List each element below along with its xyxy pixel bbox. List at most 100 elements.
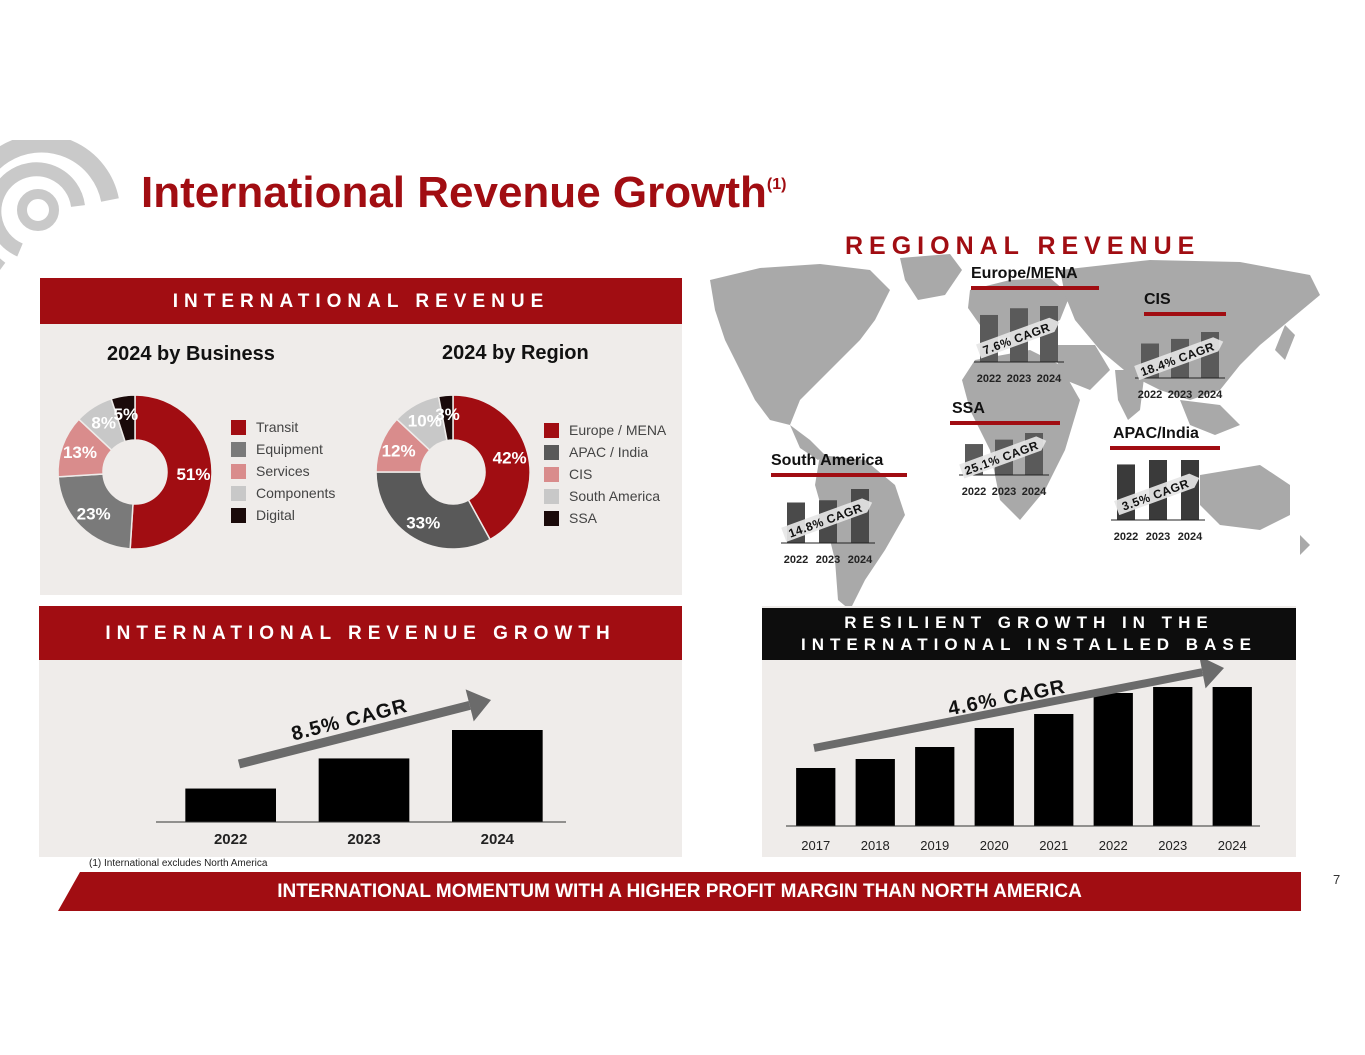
bar-2023 (1153, 687, 1193, 826)
donut-label: 12% (382, 441, 416, 460)
donut-label: 33% (406, 513, 440, 532)
legend-swatch (231, 463, 246, 479)
donut-slice-equipment (57, 473, 134, 550)
legend-swatch (231, 441, 246, 457)
legend-label: South America (569, 488, 661, 504)
region-underline (1144, 312, 1226, 316)
cagr-arrow (813, 668, 1204, 752)
donut-label: 8% (91, 414, 116, 433)
tick-label: 2024 (1178, 531, 1203, 543)
donut-slice-ssa (437, 394, 454, 442)
legend-label: Transit (256, 419, 299, 435)
legend-item: CIS (544, 463, 666, 485)
bar-2019 (915, 747, 955, 826)
bar-2024 (1212, 687, 1252, 826)
cagr-arrow (237, 701, 471, 769)
donut-label: 23% (77, 504, 111, 523)
title-footnote-marker: (1) (766, 176, 787, 193)
bar-2024 (452, 730, 543, 822)
tick-label: 2019 (920, 838, 949, 853)
legend-item: Europe / MENA (544, 419, 666, 441)
legend-item: SSA (544, 507, 666, 529)
legend-label: SSA (569, 510, 598, 526)
tick-label: 2023 (347, 831, 380, 848)
legend-swatch (544, 444, 559, 460)
bottom-banner-shape (58, 872, 1301, 911)
legend-item: APAC / India (544, 441, 666, 463)
tick-label: 2022 (1138, 389, 1162, 401)
donut-slice-europe-mena (452, 394, 531, 541)
donut-slice-apac-india (375, 471, 492, 550)
footnote: (1) International excludes North America (89, 858, 268, 869)
region-underline (1110, 446, 1220, 450)
region-legend: Europe / MENA APAC / India CIS South Americ… (544, 419, 666, 529)
tick-label: 2024 (1037, 373, 1062, 385)
region-title: APAC/India (1113, 425, 1199, 442)
installed-base-header-line1: RESILIENT GROWTH IN THE (844, 613, 1214, 632)
tick-label: 2024 (481, 831, 515, 848)
tick-label: 2021 (1039, 838, 1068, 853)
tick-label: 2024 (1022, 486, 1047, 498)
region-underline (971, 286, 1099, 290)
bar-2017 (796, 768, 836, 826)
tick-label: 2022 (784, 554, 808, 566)
legend-item: Equipment (231, 438, 335, 460)
donut-slice-transit (129, 394, 213, 550)
region-donut-chart: 42% 33% 12% 10%3% (375, 394, 531, 550)
bar-2021 (1034, 714, 1074, 826)
donut-label: 3% (435, 405, 460, 424)
bottom-banner-text: INTERNATIONAL MOMENTUM WITH A HIGHER PRO… (277, 881, 1082, 902)
tick-label: 2023 (1168, 389, 1192, 401)
legend-label: Digital (256, 507, 295, 523)
tick-label: 2022 (214, 831, 247, 848)
legend-label: Services (256, 463, 310, 479)
tick-label: 2023 (1007, 373, 1031, 385)
donut-slice-digital (110, 394, 136, 443)
legend-swatch (231, 507, 246, 523)
donut-label: 42% (493, 448, 527, 467)
legend-item: Services (231, 460, 335, 482)
region-title: Europe/MENA (971, 265, 1078, 282)
region-title: CIS (1144, 291, 1171, 308)
tick-label: 2022 (977, 373, 1001, 385)
regional-revenue-title: REGIONAL REVENUE (845, 232, 1201, 260)
business-donut-chart: 51% 23% 13% 8%5% (57, 394, 213, 550)
tick-label: 2024 (848, 554, 873, 566)
growth-panel-header: INTERNATIONAL REVENUE GROWTH (39, 606, 682, 660)
legend-swatch (231, 419, 246, 435)
cagr-arrow-head (465, 689, 491, 722)
legend-item: Transit (231, 416, 335, 438)
business-legend: Transit Equipment Services Components Digita… (231, 416, 335, 526)
bar-2018 (855, 759, 895, 826)
tick-label: 2018 (861, 838, 890, 853)
region-title: South America (771, 452, 883, 469)
region-chart-title: 2024 by Region (442, 342, 589, 364)
tick-label: 2023 (1158, 838, 1187, 853)
business-chart-title: 2024 by Business (107, 343, 275, 365)
tick-label: 2024 (1198, 389, 1223, 401)
donut-label: 5% (114, 405, 139, 424)
tick-label: 2017 (801, 838, 830, 853)
bar-2020 (974, 728, 1014, 826)
tick-label: 2022 (962, 486, 986, 498)
tick-label: 2022 (1114, 531, 1138, 543)
tick-label: 2023 (992, 486, 1016, 498)
legend-label: Europe / MENA (569, 422, 667, 438)
region-underline (771, 473, 907, 477)
legend-swatch (544, 510, 559, 526)
legend-label: CIS (569, 466, 593, 482)
donut-label: 13% (63, 443, 97, 462)
tick-label: 2020 (980, 838, 1009, 853)
legend-label: APAC / India (569, 444, 649, 460)
page-number: 7 (1333, 872, 1341, 887)
intl-revenue-header: INTERNATIONAL REVENUE (40, 278, 682, 324)
tick-label: 2023 (1146, 531, 1170, 543)
bar-2023 (318, 758, 410, 822)
donut-label: 51% (176, 465, 210, 484)
